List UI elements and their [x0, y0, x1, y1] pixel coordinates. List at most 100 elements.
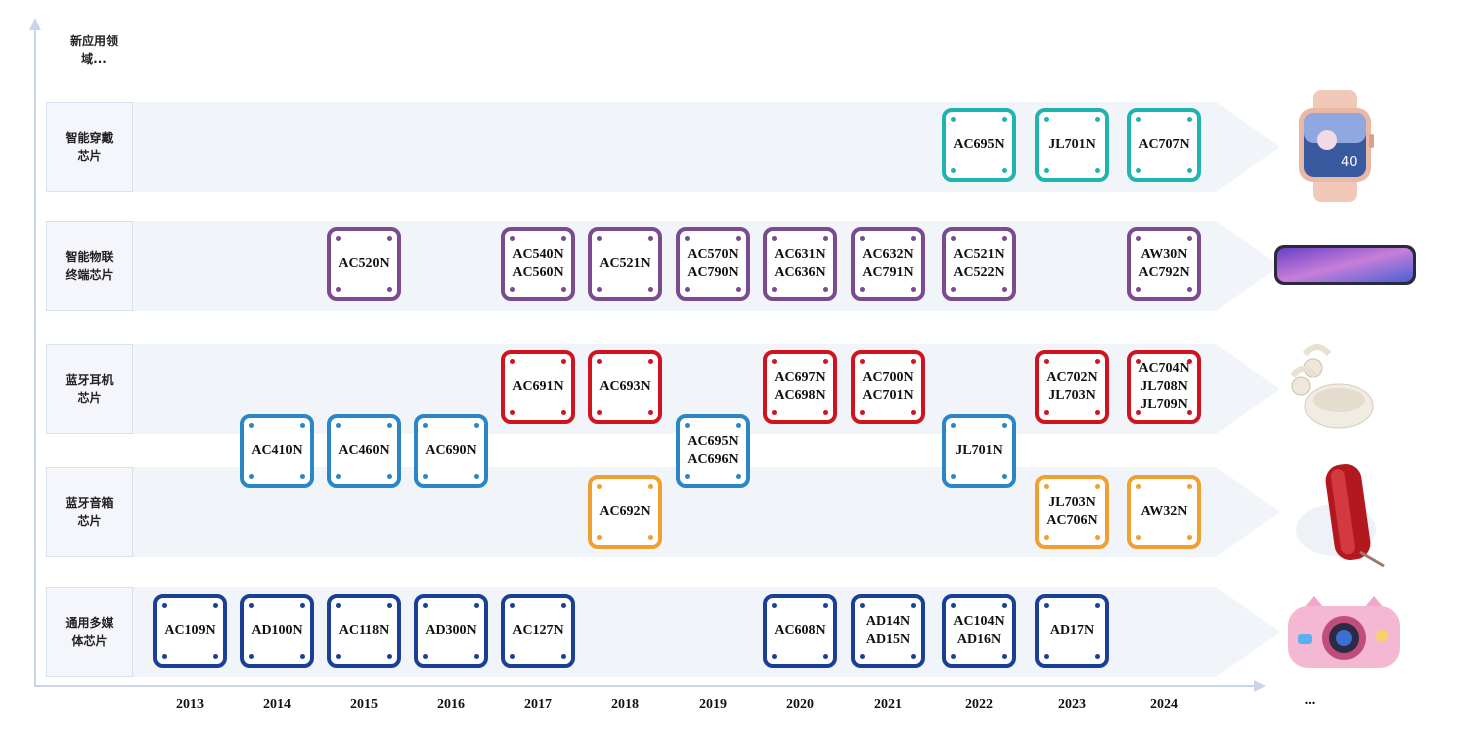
chip-corner-dot	[911, 410, 916, 415]
chip-iot-2020: AC631N AC636N	[763, 227, 837, 301]
chip-corner-dot	[685, 474, 690, 479]
chip-corner-dot	[1136, 168, 1141, 173]
chip-iot-2024: AW30N AC792N	[1127, 227, 1201, 301]
chip-model-label: AC691N	[512, 379, 564, 394]
chip-earbuds-2024: AC704N JL708N JL709N	[1127, 350, 1201, 424]
chip-model-label: AD300N	[425, 623, 477, 638]
chip-corner-dot	[736, 474, 741, 479]
chip-iot-2022: AC521N AC522N	[942, 227, 1016, 301]
chip-corner-dot	[860, 359, 865, 364]
chip-blue-2019: AC695N AC696N	[676, 414, 750, 488]
chip-corner-dot	[387, 287, 392, 292]
chip-corner-dot	[474, 654, 479, 659]
chip-corner-dot	[1187, 535, 1192, 540]
chip-corner-dot	[911, 287, 916, 292]
chip-corner-dot	[648, 535, 653, 540]
chip-corner-dot	[162, 654, 167, 659]
chip-corner-dot	[1136, 410, 1141, 415]
chip-corner-dot	[510, 287, 515, 292]
chip-earbuds-2017: AC691N	[501, 350, 575, 424]
chip-corner-dot	[823, 359, 828, 364]
chip-wearable-2022: AC695N	[942, 108, 1016, 182]
chip-corner-dot	[1187, 359, 1192, 364]
category-label-speaker: 蓝牙音箱 芯片	[46, 467, 133, 557]
chip-model-label: AC792N	[1138, 265, 1190, 280]
chip-corner-dot	[1002, 654, 1007, 659]
chip-corner-dot	[1136, 287, 1141, 292]
chip-multimedia-2021: AD14N AD15N	[851, 594, 925, 668]
chip-corner-dot	[561, 359, 566, 364]
chip-model-label: AD16N	[956, 632, 1002, 647]
chip-model-label: JL703N	[1048, 495, 1096, 510]
chip-corner-dot	[561, 236, 566, 241]
chip-model-label: AC521N	[599, 256, 651, 271]
chip-corner-dot	[336, 287, 341, 292]
chip-corner-dot	[1136, 117, 1141, 122]
year-label-2017: 2017	[524, 697, 552, 712]
chip-corner-dot	[1002, 474, 1007, 479]
chip-earbuds-2023: AC702N JL703N	[1035, 350, 1109, 424]
chip-corner-dot	[772, 654, 777, 659]
chip-speaker-2024: AW32N	[1127, 475, 1201, 549]
chip-corner-dot	[249, 603, 254, 608]
chip-corner-dot	[387, 474, 392, 479]
chip-corner-dot	[1095, 654, 1100, 659]
year-label-2022: 2022	[965, 697, 993, 712]
earbuds-image	[1290, 344, 1374, 429]
chip-corner-dot	[561, 603, 566, 608]
chip-corner-dot	[1187, 410, 1192, 415]
chip-corner-dot	[387, 423, 392, 428]
horizontal-axis	[34, 685, 1256, 687]
chip-blue-2016: AC690N	[414, 414, 488, 488]
chip-corner-dot	[300, 603, 305, 608]
chip-corner-dot	[823, 287, 828, 292]
chip-multimedia-2015: AC118N	[327, 594, 401, 668]
chip-corner-dot	[911, 236, 916, 241]
chip-model-label: AC104N	[953, 614, 1005, 629]
chip-model-label: AC790N	[687, 265, 739, 280]
chip-model-label: AC632N	[862, 247, 914, 262]
chip-corner-dot	[336, 474, 341, 479]
chip-corner-dot	[1044, 359, 1049, 364]
chip-model-label: AC109N	[164, 623, 216, 638]
chip-corner-dot	[772, 410, 777, 415]
chip-corner-dot	[1095, 535, 1100, 540]
chip-corner-dot	[423, 603, 428, 608]
band-arrow-earbuds	[1216, 344, 1280, 434]
chip-multimedia-2020: AC608N	[763, 594, 837, 668]
chip-corner-dot	[1044, 168, 1049, 173]
chip-blue-2014: AC410N	[240, 414, 314, 488]
chip-corner-dot	[249, 423, 254, 428]
chip-corner-dot	[1002, 236, 1007, 241]
category-label-multimedia: 通用多媒 体芯片	[46, 587, 133, 677]
chip-corner-dot	[1187, 117, 1192, 122]
chip-corner-dot	[951, 287, 956, 292]
chip-earbuds-2021: AC700N AC701N	[851, 350, 925, 424]
chip-corner-dot	[860, 236, 865, 241]
chip-corner-dot	[648, 287, 653, 292]
chip-corner-dot	[423, 474, 428, 479]
year-label-2015: 2015	[350, 697, 378, 712]
chip-multimedia-2023: AD17N	[1035, 594, 1109, 668]
chip-model-label: AW30N	[1140, 247, 1188, 262]
chip-corner-dot	[1002, 603, 1007, 608]
category-label-iot: 智能物联 终端芯片	[46, 221, 133, 311]
chip-corner-dot	[1095, 117, 1100, 122]
chip-corner-dot	[648, 236, 653, 241]
chip-model-label: AC704N	[1138, 361, 1190, 376]
chip-model-label: AC697N	[774, 370, 826, 385]
chip-corner-dot	[736, 423, 741, 428]
chip-corner-dot	[860, 603, 865, 608]
chip-model-label: AC608N	[774, 623, 826, 638]
chip-corner-dot	[597, 236, 602, 241]
chip-corner-dot	[911, 654, 916, 659]
category-label-line: 芯片	[77, 514, 102, 528]
chip-corner-dot	[685, 423, 690, 428]
chip-corner-dot	[387, 603, 392, 608]
chip-corner-dot	[685, 287, 690, 292]
band-wearable	[46, 102, 1216, 192]
chip-corner-dot	[860, 654, 865, 659]
vertical-axis	[34, 28, 36, 686]
chip-corner-dot	[1095, 410, 1100, 415]
category-label-line: 蓝牙耳机	[65, 373, 114, 387]
